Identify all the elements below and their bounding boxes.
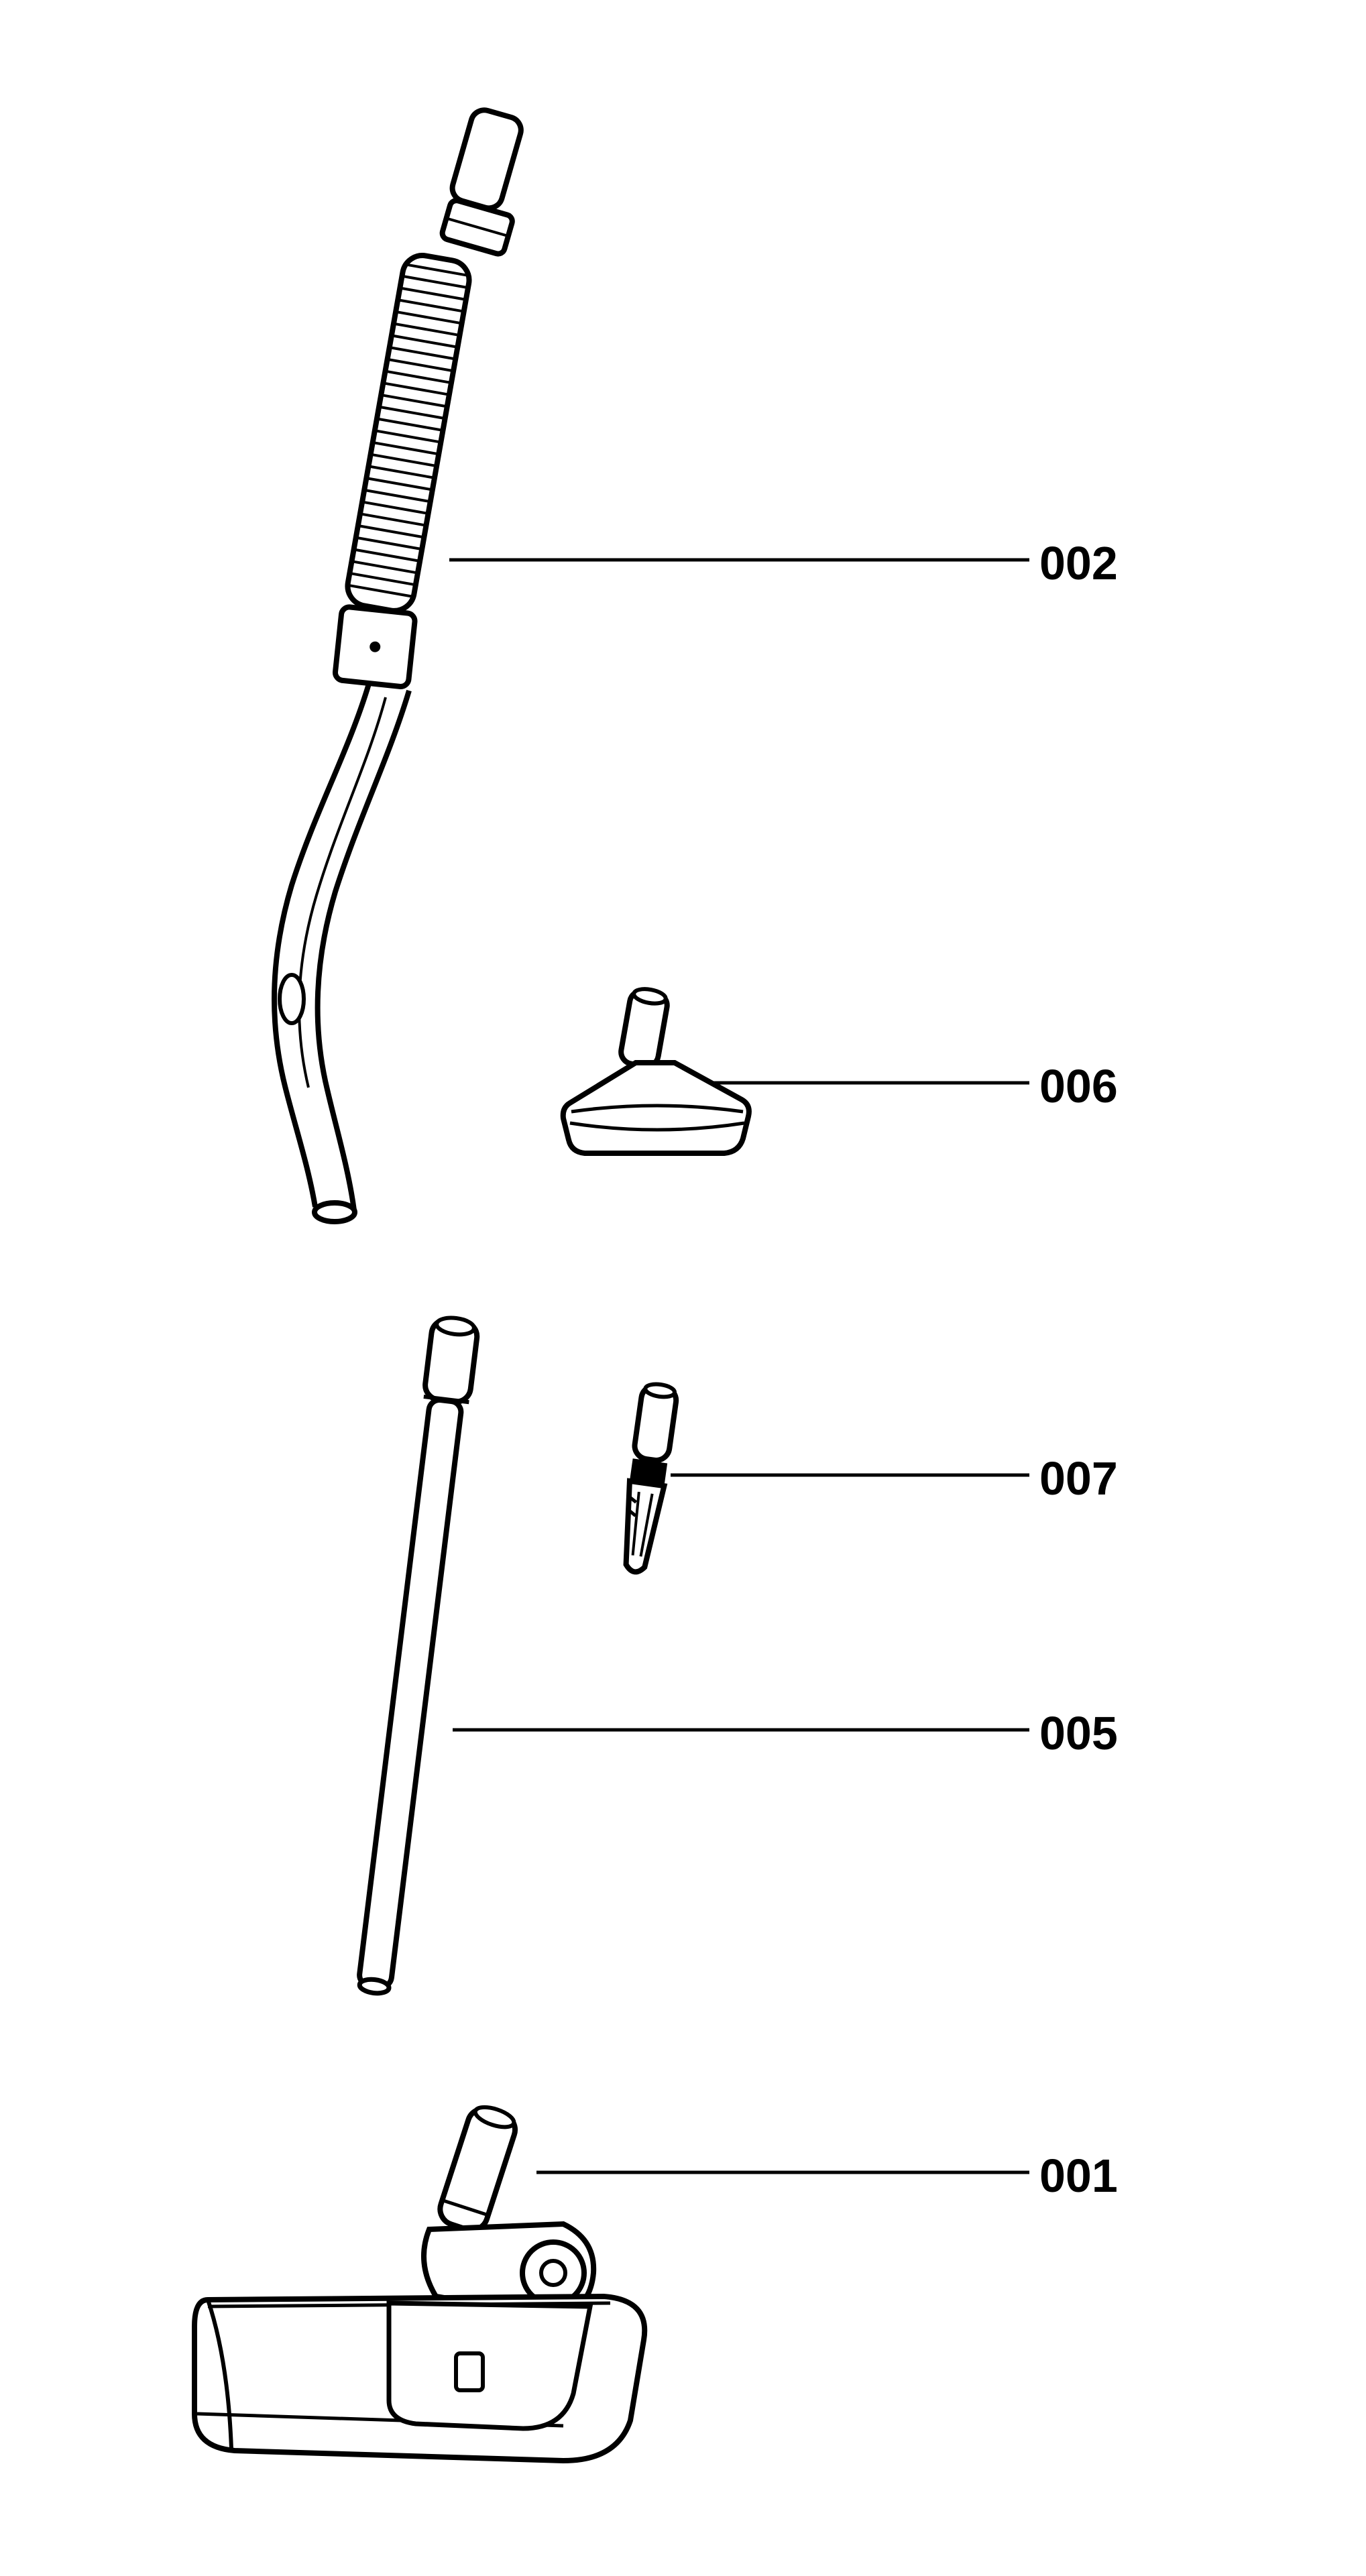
label-001: 001 <box>1039 2149 1118 2203</box>
leader-lines <box>0 0 1366 2576</box>
label-005: 005 <box>1039 1706 1118 1760</box>
exploded-parts-diagram: 002 006 007 005 001 <box>0 0 1366 2576</box>
label-002: 002 <box>1039 536 1118 590</box>
label-006: 006 <box>1039 1059 1118 1113</box>
label-007: 007 <box>1039 1452 1118 1505</box>
